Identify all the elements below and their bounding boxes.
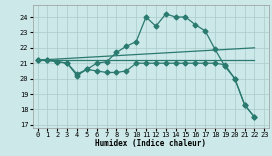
X-axis label: Humidex (Indice chaleur): Humidex (Indice chaleur) (95, 139, 206, 149)
